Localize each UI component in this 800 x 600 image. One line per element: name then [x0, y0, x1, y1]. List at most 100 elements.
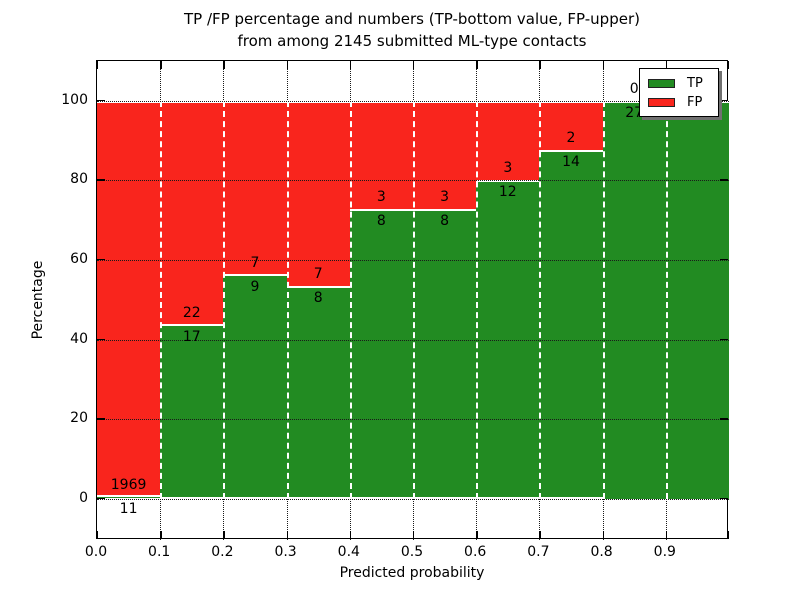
x-tick-mark — [727, 61, 729, 69]
x-tick-mark — [223, 531, 225, 539]
tp-count-label: 8 — [313, 290, 323, 307]
y-tick-mark — [97, 258, 105, 261]
x-tick-mark — [160, 531, 162, 539]
x-tick-label: 0.1 — [148, 544, 171, 560]
y-gridline — [97, 180, 729, 182]
fp-count-label: 3 — [376, 189, 386, 206]
x-tick-label: 0.4 — [337, 544, 360, 560]
y-tick-mark — [720, 498, 728, 500]
tp-count-label: 12 — [498, 184, 517, 201]
bar-segment-fp — [476, 102, 540, 182]
tp-count-label: 17 — [182, 329, 201, 346]
bar-segment-tp — [476, 181, 540, 497]
fp-count-label: 1969 — [110, 476, 147, 493]
bar-segment-tp — [160, 326, 224, 497]
x-tick-mark — [286, 531, 288, 539]
fp-count-label: 7 — [250, 254, 260, 271]
bar-segment-fp — [160, 102, 224, 327]
x-tick-mark — [97, 531, 99, 539]
y-tick-label: 0 — [79, 490, 88, 506]
x-axis-label: Predicted probability — [339, 565, 485, 581]
bar-boundary-line — [476, 100, 479, 499]
bar-boundary-line — [539, 100, 542, 499]
tp-count-label: 9 — [250, 278, 260, 295]
bar-segment-tp — [665, 102, 729, 499]
x-tick-label: 0.9 — [653, 544, 676, 560]
x-tick-mark — [665, 531, 668, 539]
x-tick-mark — [286, 61, 288, 69]
legend-entry: FP — [648, 93, 718, 112]
x-tick-label: 0.7 — [527, 544, 550, 560]
stacked-bar — [349, 100, 413, 500]
x-tick-mark — [160, 61, 162, 69]
chart-title-line1: TP /FP percentage and numbers (TP-bottom… — [184, 10, 640, 28]
legend-entry: TP — [648, 74, 718, 93]
bar-segment-tp — [413, 210, 477, 497]
x-tick-mark — [413, 61, 415, 69]
bar-segment-fp — [539, 102, 603, 153]
y-gridline — [97, 499, 729, 500]
fp-count-label: 2 — [566, 130, 576, 147]
y-tick-label: 20 — [70, 410, 88, 427]
legend-label: FP — [687, 95, 703, 110]
x-tick-mark — [602, 531, 604, 539]
bar-segment-tp — [602, 102, 666, 499]
y-tick-mark — [720, 179, 728, 181]
x-tick-mark — [539, 61, 541, 69]
bar-boundary-line — [286, 100, 289, 499]
stacked-bar — [97, 100, 161, 500]
fp-swatch-icon — [648, 98, 675, 107]
x-tick-mark — [727, 531, 729, 539]
y-tick-label: 80 — [70, 171, 88, 188]
bar-segment-tp — [286, 287, 350, 497]
chart-title-line2: from among 2145 submitted ML-type contac… — [237, 32, 587, 50]
stacked-bar — [665, 100, 729, 499]
legend: TP FP — [639, 68, 719, 117]
y-gridline — [97, 339, 729, 341]
fp-count-label: 0 — [629, 80, 639, 97]
bar-segment-fp — [223, 102, 287, 276]
stacked-bar — [160, 100, 224, 500]
x-tick-mark — [349, 61, 352, 69]
fp-count-label: 22 — [182, 305, 201, 322]
x-tick-mark — [539, 531, 541, 539]
fp-count-label: 7 — [313, 266, 323, 283]
bar-segment-fp — [413, 102, 477, 211]
x-tick-label: 0.6 — [464, 544, 487, 560]
x-tick-label: 0.8 — [590, 544, 613, 560]
x-tick-mark — [476, 61, 478, 69]
stacked-bar — [413, 100, 477, 500]
x-tick-mark — [413, 531, 415, 539]
y-tick-mark — [97, 99, 105, 101]
bar-boundary-line — [160, 100, 163, 499]
x-tick-label: 0.5 — [400, 544, 424, 560]
y-tick-mark — [97, 338, 105, 340]
y-tick-mark — [720, 99, 728, 101]
y-tick-mark — [720, 258, 728, 261]
y-gridline — [97, 259, 729, 261]
bar-boundary-line — [665, 100, 668, 499]
x-tick-mark — [602, 61, 604, 69]
y-tick-mark — [97, 179, 105, 181]
tp-count-label: 8 — [440, 213, 450, 230]
bar-boundary-line — [223, 100, 226, 499]
y-tick-mark — [97, 498, 105, 500]
stacked-bar — [476, 100, 540, 500]
x-tick-label: 0.2 — [211, 544, 234, 560]
x-tick-mark — [665, 61, 668, 69]
tp-count-label: 11 — [119, 500, 138, 517]
x-tick-label: 0.3 — [274, 544, 297, 560]
bar-segment-tp — [349, 210, 413, 497]
x-tick-mark — [349, 531, 352, 539]
x-tick-mark — [97, 61, 99, 69]
bar-boundary-line — [602, 100, 605, 499]
bar-segment-fp — [286, 102, 350, 288]
tp-count-label: 27 — [625, 104, 644, 121]
y-gridline — [97, 419, 729, 421]
bar-boundary-line — [349, 100, 352, 499]
stacked-bar — [286, 100, 350, 500]
y-tick-label: 100 — [61, 91, 88, 108]
fp-count-label: 3 — [440, 189, 450, 206]
y-tick-label: 60 — [70, 250, 88, 267]
